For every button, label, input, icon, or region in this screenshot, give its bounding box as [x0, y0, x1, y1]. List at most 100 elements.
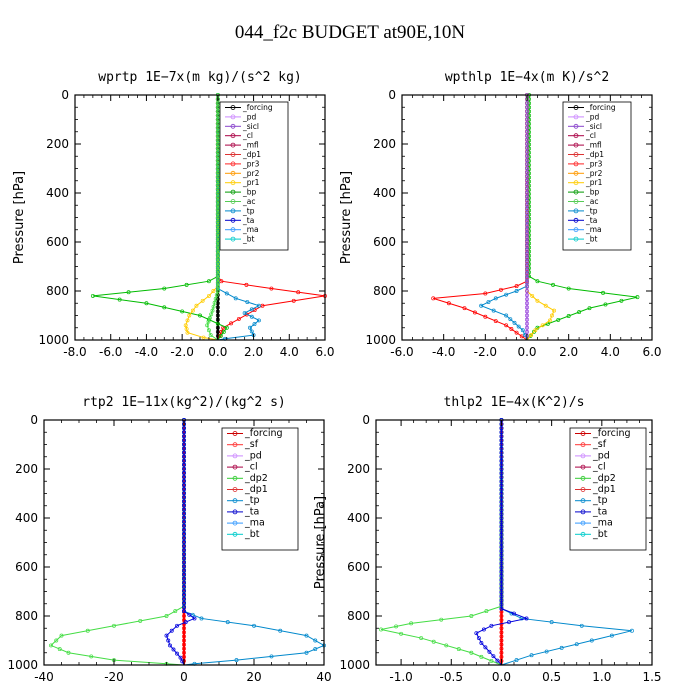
series-marker: [629, 628, 634, 633]
legend-label: _dp1: [592, 484, 616, 495]
legend-marker: [580, 498, 586, 504]
legend-marker: [573, 189, 579, 195]
series-marker: [215, 191, 220, 195]
series-marker: [525, 154, 529, 159]
y-tick-label: 400: [373, 186, 396, 200]
y-tick-label: 200: [46, 137, 69, 151]
y-tick-label: 600: [373, 235, 396, 249]
series-marker: [514, 284, 519, 289]
y-tick-label: 1000: [365, 333, 396, 347]
legend-label: _pd: [585, 112, 600, 121]
series-marker: [525, 129, 529, 134]
series-marker: [499, 434, 504, 439]
series-marker: [484, 609, 489, 614]
legend-label: _dp1: [242, 150, 261, 159]
x-tick-label: 0.5: [542, 670, 561, 684]
legend-marker: [573, 170, 579, 176]
series-marker: [182, 491, 186, 496]
series-marker: [296, 290, 301, 295]
series-marker: [525, 215, 529, 220]
legend-label: _dp2: [592, 473, 616, 484]
series-marker: [215, 219, 220, 224]
series-marker: [248, 325, 252, 330]
series-marker: [493, 319, 498, 323]
series-marker: [499, 471, 504, 476]
series-marker: [215, 276, 220, 281]
series-marker: [252, 623, 256, 628]
series-marker: [525, 178, 529, 183]
series-marker: [182, 454, 186, 459]
legend-label: _ta: [592, 506, 607, 517]
series-marker: [49, 643, 53, 648]
series-marker: [138, 618, 143, 623]
y-tick-label: 800: [373, 284, 396, 298]
legend-label: _sf: [592, 439, 607, 450]
legend-marker: [230, 189, 236, 195]
series-marker: [525, 182, 529, 187]
series-marker: [215, 109, 220, 114]
legend-marker: [573, 180, 579, 186]
series-marker: [211, 289, 216, 293]
legend-marker: [230, 152, 236, 157]
series-marker: [205, 323, 210, 328]
series-marker: [514, 330, 519, 335]
series-marker: [206, 293, 211, 298]
series-marker: [215, 146, 220, 151]
series-marker: [489, 658, 494, 663]
series-marker: [215, 256, 220, 261]
series-marker: [499, 463, 504, 468]
series-marker: [162, 286, 167, 291]
series-line-p2-dp1: [50, 420, 185, 666]
y-tick-label: 600: [347, 560, 370, 574]
series-marker: [215, 101, 220, 106]
series-marker: [249, 329, 254, 334]
series-marker: [182, 470, 186, 475]
series-marker: [201, 335, 206, 340]
series-marker: [182, 503, 186, 508]
legend-label: _forcing: [592, 428, 631, 439]
series-marker: [166, 638, 171, 643]
legend-marker: [580, 487, 586, 492]
series-marker: [499, 454, 504, 459]
series-marker: [516, 324, 521, 329]
legend-label: _pd: [244, 450, 262, 461]
series-marker: [224, 291, 229, 296]
legend-label: _cl: [242, 131, 253, 140]
series-marker: [499, 483, 504, 488]
series-marker: [182, 630, 186, 635]
legend-label: _pr2: [242, 169, 260, 178]
series-marker: [525, 252, 529, 257]
series-marker: [215, 178, 220, 183]
series-marker: [200, 298, 205, 303]
legend-label: _pr3: [585, 159, 603, 168]
series-marker: [208, 333, 213, 338]
series-marker: [182, 462, 186, 467]
series-marker: [278, 628, 283, 633]
series-marker: [525, 297, 529, 302]
series-marker: [215, 170, 220, 175]
series-marker: [207, 316, 212, 320]
series-marker: [218, 333, 223, 338]
series-marker: [182, 434, 186, 439]
series-line-p0-bp: [92, 95, 228, 341]
series-marker: [182, 634, 186, 639]
series-marker: [182, 466, 186, 471]
series-marker: [182, 605, 186, 609]
series-marker: [525, 276, 529, 281]
series-marker: [169, 628, 174, 633]
series-marker: [182, 438, 186, 443]
series-marker: [483, 291, 488, 296]
series-marker: [525, 109, 529, 114]
series-marker: [313, 647, 318, 652]
series-marker: [543, 303, 548, 308]
page-title: 044_f2c BUDGET at90E,10N: [234, 22, 466, 43]
legend-marker: [573, 152, 579, 157]
legend-marker: [580, 464, 586, 470]
legend-label: _sf: [244, 439, 259, 450]
y-tick-label: 0: [30, 413, 38, 427]
legend-marker: [573, 227, 579, 233]
series-marker: [182, 584, 186, 589]
series-marker: [256, 303, 261, 308]
x-tick-label: 0.0: [517, 345, 536, 359]
